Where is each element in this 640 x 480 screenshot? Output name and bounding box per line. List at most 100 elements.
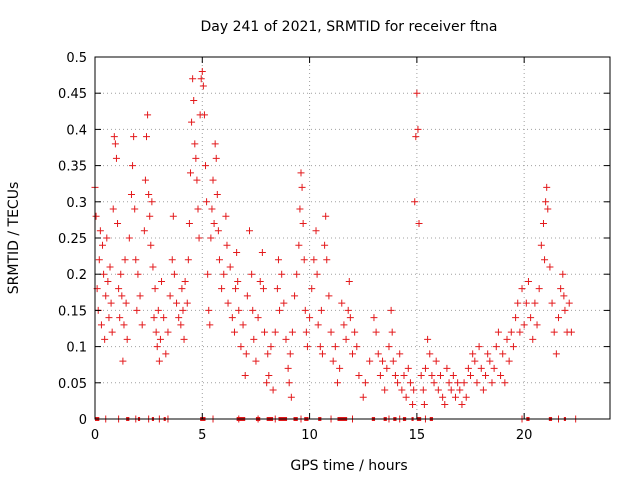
- data-point: [447, 386, 455, 394]
- data-point: [379, 357, 387, 365]
- data-point: [198, 67, 206, 75]
- data-point: [129, 162, 137, 170]
- data-point: [436, 372, 444, 380]
- data-point: [428, 372, 436, 380]
- data-point: [520, 321, 528, 329]
- data-point: [314, 321, 322, 329]
- data-point: [486, 357, 494, 365]
- data-point: [522, 299, 530, 307]
- data-point: [185, 220, 193, 228]
- data-point: [205, 306, 213, 314]
- data-point: [99, 241, 107, 249]
- data-point: [134, 270, 142, 278]
- data-point: [286, 350, 294, 358]
- data-point: [374, 350, 382, 358]
- data-point: [228, 314, 236, 322]
- y-tick-labels: 0 0.05 0.1 0.15 0.2 0.25 0.3 0.35 0.4 0.45 0.5: [58, 51, 87, 428]
- data-point: [469, 350, 477, 358]
- data-point: [388, 328, 396, 336]
- data-point: [389, 357, 397, 365]
- data-point: [147, 241, 155, 249]
- grid-lines: [95, 57, 610, 419]
- plot-frame: [94, 56, 611, 420]
- data-point: [210, 220, 218, 228]
- data-point: [535, 285, 543, 293]
- data-point: [394, 379, 402, 387]
- data-point: [565, 299, 573, 307]
- data-point: [146, 212, 154, 220]
- data-point: [426, 350, 434, 358]
- y-tick-label: 0.25: [58, 232, 87, 247]
- data-point: [524, 277, 532, 285]
- data-point: [310, 256, 318, 264]
- data-point: [434, 386, 442, 394]
- data-point: [342, 335, 350, 343]
- data-point: [110, 133, 118, 141]
- data-point: [409, 401, 417, 409]
- data-point: [249, 306, 257, 314]
- data-point: [336, 364, 344, 372]
- data-point: [133, 306, 141, 314]
- data-point: [404, 364, 412, 372]
- y-tick-label: 0.45: [58, 87, 87, 102]
- data-point: [516, 328, 524, 336]
- data-point: [248, 270, 256, 278]
- data-point: [224, 299, 232, 307]
- data-point: [471, 357, 479, 365]
- data-point: [130, 133, 138, 141]
- x-tick-label: 20: [516, 428, 533, 443]
- data-point: [531, 299, 539, 307]
- data-point: [212, 154, 220, 162]
- data-point: [156, 335, 164, 343]
- data-point: [203, 198, 211, 206]
- x-tick-label: 5: [198, 428, 206, 443]
- data-point: [166, 292, 174, 300]
- data-point: [398, 386, 406, 394]
- data-point: [115, 285, 123, 293]
- data-point: [295, 241, 303, 249]
- data-point: [180, 335, 188, 343]
- data-point: [297, 169, 305, 177]
- data-point: [445, 379, 453, 387]
- data-point: [169, 212, 177, 220]
- data-point: [376, 372, 384, 380]
- data-point: [155, 357, 163, 365]
- y-tick-label: 0.05: [58, 377, 87, 392]
- data-point: [280, 299, 288, 307]
- x-tick-labels: 0 5 10 15 20: [91, 428, 533, 443]
- data-point: [464, 364, 472, 372]
- data-point: [271, 328, 279, 336]
- data-point: [533, 321, 541, 329]
- data-point: [467, 372, 475, 380]
- data-point: [263, 379, 271, 387]
- x-tick-label: 10: [301, 428, 318, 443]
- data-point: [186, 169, 194, 177]
- data-point: [254, 314, 262, 322]
- data-point: [458, 401, 466, 409]
- data-point: [333, 379, 341, 387]
- data-point: [529, 335, 537, 343]
- data-point: [346, 314, 354, 322]
- data-point: [278, 270, 286, 278]
- data-point: [223, 241, 231, 249]
- data-point: [402, 393, 410, 401]
- data-point: [285, 379, 293, 387]
- data-point: [460, 379, 468, 387]
- data-point: [154, 306, 162, 314]
- x-tick-label: 15: [409, 428, 426, 443]
- data-point: [329, 357, 337, 365]
- data-point: [96, 227, 104, 235]
- data-point: [300, 256, 308, 264]
- data-point: [560, 292, 568, 300]
- data-point: [256, 277, 264, 285]
- data-point: [298, 183, 306, 191]
- data-point: [514, 299, 522, 307]
- data-point: [454, 379, 462, 387]
- data-point: [204, 270, 212, 278]
- data-point: [121, 256, 129, 264]
- data-point: [267, 343, 275, 351]
- data-point: [284, 364, 292, 372]
- data-point: [226, 263, 234, 271]
- data-point: [541, 256, 549, 264]
- data-point: [194, 205, 202, 213]
